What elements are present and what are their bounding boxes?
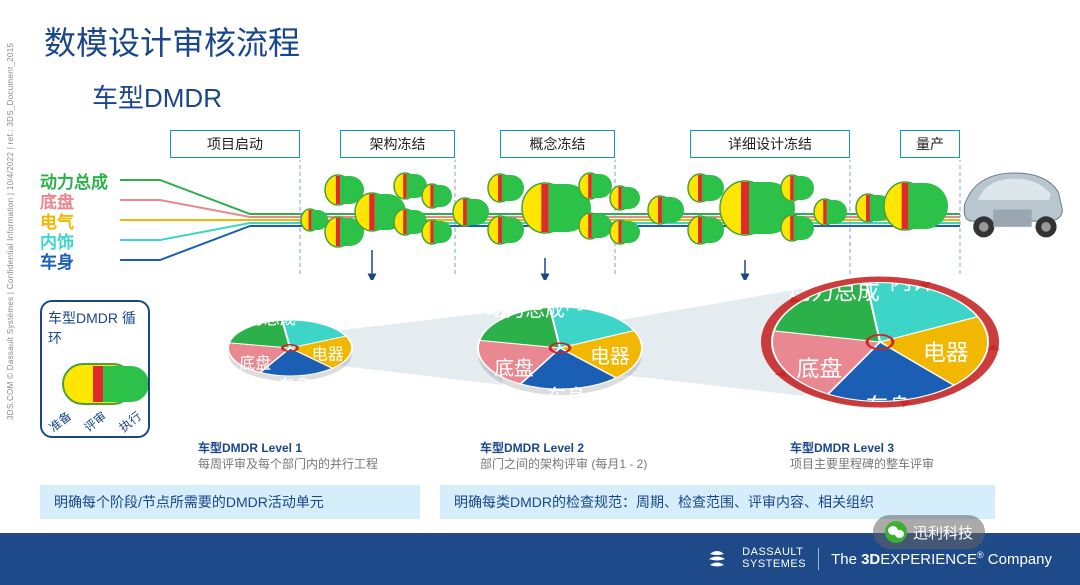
svg-text:电器: 电器 [923, 340, 969, 366]
phase-box-3: 详细设计冻结 [690, 130, 850, 158]
svg-text:车身: 车身 [279, 376, 311, 394]
wechat-icon [885, 521, 907, 543]
ds-logo-icon [704, 546, 730, 572]
legend-box: 车型DMDR 循环 准备 评审 执行 [40, 300, 150, 438]
bottom-note-1: 明确每类DMDR的检查规范：周期、检查范围、评审内容、相关组织 [440, 485, 995, 519]
legend-title: 车型DMDR 循环 [48, 308, 142, 348]
phase-box-0: 项目启动 [170, 130, 300, 158]
phase-box-2: 概念冻结 [500, 130, 615, 158]
bottom-note-0: 明确每个阶段/节点所需要的DMDR活动单元 [40, 485, 420, 519]
footer-brand: DASSAULTSYSTEMES [742, 547, 806, 570]
footer-tagline: The 3DEXPERIENCE® Company [831, 550, 1052, 568]
phase-box-4: 量产 [900, 130, 960, 158]
phase-box-1: 架构冻结 [340, 130, 455, 158]
svg-text:底盘: 底盘 [239, 354, 271, 373]
timeline-svg [0, 160, 1080, 280]
svg-text:内饰: 内饰 [565, 292, 605, 314]
sub-title: 车型DMDR [92, 78, 222, 115]
pie-caption-2: 车型DMDR Level 3项目主要里程碑的整车评审 [790, 440, 934, 472]
svg-text:电器: 电器 [590, 346, 630, 368]
wechat-text: 迅利科技 [913, 522, 973, 543]
footer-divider [818, 548, 819, 570]
svg-text:底盘: 底盘 [797, 356, 843, 382]
main-title: 数模设计审核流程 [44, 18, 300, 64]
svg-text:底盘: 底盘 [494, 358, 534, 380]
svg-text:内饰: 内饰 [293, 305, 325, 323]
svg-text:动力总成: 动力总成 [486, 299, 565, 321]
phase-row: 项目启动 架构冻结 概念冻结 详细设计冻结 量产 [160, 130, 970, 160]
wechat-badge: 迅利科技 [873, 515, 985, 549]
pie-caption-0: 车型DMDR Level 1每周评审及每个部门内的并行工程 [198, 440, 378, 472]
svg-text:车身: 车身 [547, 387, 587, 409]
pie-caption-1: 车型DMDR Level 2部门之间的架构评审 (每月1 - 2) [480, 440, 647, 472]
car-icon [955, 150, 1070, 250]
svg-text:动力总成: 动力总成 [232, 310, 296, 328]
